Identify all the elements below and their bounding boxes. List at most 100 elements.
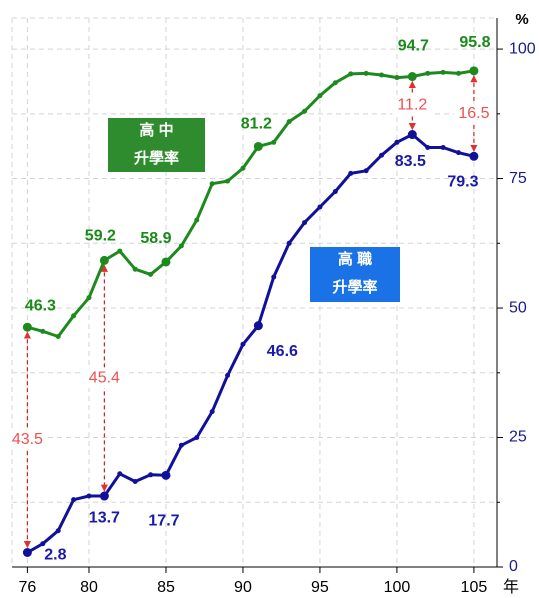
value-label: 95.8 [459, 34, 490, 51]
point [240, 165, 246, 171]
value-label: 13.7 [89, 509, 120, 526]
point [209, 409, 215, 415]
point [40, 328, 46, 334]
value-label: 81.2 [241, 116, 272, 133]
y-tick-label: 75 [509, 170, 527, 187]
highlight-point [407, 72, 417, 82]
y-unit: % [515, 11, 528, 28]
gap-label-bg [84, 368, 125, 389]
x-tick-label: 76 [18, 579, 36, 596]
series-line [26, 133, 475, 554]
x-tick-label: 95 [311, 579, 329, 596]
point [86, 493, 92, 499]
series-box [310, 247, 400, 302]
point [209, 181, 215, 187]
point [178, 442, 184, 448]
point [317, 204, 323, 210]
value-label: 59.2 [85, 228, 116, 245]
point [117, 248, 123, 254]
value-label: 79.3 [447, 174, 478, 191]
series-label: 高 中 [139, 121, 173, 139]
point [348, 71, 354, 77]
value-label: 83.5 [395, 153, 426, 170]
point [302, 220, 308, 226]
y-tick-label: 25 [509, 429, 527, 446]
series-label: 升學率 [134, 149, 179, 167]
point [456, 150, 462, 156]
y-tick-label: 50 [509, 299, 527, 316]
highlight-point [22, 547, 32, 557]
highlight-point [161, 257, 171, 267]
point [425, 144, 431, 150]
point [332, 189, 338, 195]
point [425, 70, 431, 76]
point [286, 240, 292, 246]
point [394, 139, 400, 145]
x-tick-label: 105 [461, 579, 488, 596]
series-label: 高 職 [338, 250, 372, 268]
point [148, 472, 154, 478]
highlight-point [407, 130, 417, 140]
x-axis-label: 年 [503, 578, 519, 596]
highlight-point [99, 255, 109, 265]
highlight-point [253, 321, 263, 331]
point [271, 274, 277, 280]
value-label: 46.3 [25, 297, 56, 314]
gap-label: 43.5 [12, 431, 43, 448]
gap-label: 11.2 [397, 97, 427, 114]
point [86, 295, 92, 301]
y-tick-label: 100 [509, 40, 536, 57]
point [286, 119, 292, 125]
point [40, 541, 46, 547]
highlight-point [469, 151, 479, 161]
point [71, 497, 77, 503]
point [317, 93, 323, 99]
point [55, 334, 61, 340]
x-tick-label: 80 [80, 579, 98, 596]
x-tick-label: 100 [384, 579, 411, 596]
highlight-point [253, 141, 263, 151]
point [240, 341, 246, 347]
value-label: 58.9 [140, 230, 171, 247]
point [332, 80, 338, 86]
point [379, 152, 385, 158]
point [379, 72, 385, 78]
point [302, 108, 308, 114]
point [71, 313, 77, 319]
point [148, 271, 154, 277]
gap-label: 16.5 [458, 105, 489, 122]
value-label: 2.8 [44, 547, 66, 564]
value-label: 46.6 [267, 343, 298, 360]
gap-label-bg [392, 95, 433, 116]
series-box [108, 118, 205, 172]
point [440, 144, 446, 150]
point [456, 70, 462, 76]
value-label: 94.7 [398, 38, 429, 55]
point [225, 372, 231, 378]
y-tick-label: 0 [509, 558, 518, 575]
gap-label-bg [7, 429, 48, 450]
point [194, 217, 200, 223]
highlight-point [22, 322, 32, 332]
point [271, 139, 277, 145]
point [363, 168, 369, 174]
point [363, 70, 369, 76]
point [394, 75, 400, 81]
point [132, 266, 138, 272]
series-label: 升學率 [332, 278, 377, 296]
point [132, 479, 138, 485]
point [225, 178, 231, 184]
value-label: 17.7 [148, 513, 179, 530]
highlight-point [161, 470, 171, 480]
highlight-point [469, 66, 479, 76]
gap-label: 45.4 [89, 369, 120, 386]
highlight-point [99, 491, 109, 501]
point [194, 435, 200, 441]
point [178, 243, 184, 249]
point [440, 69, 446, 75]
x-tick-label: 85 [157, 579, 175, 596]
point [117, 471, 123, 477]
gap-label-bg [453, 103, 494, 124]
x-tick-label: 90 [234, 579, 252, 596]
